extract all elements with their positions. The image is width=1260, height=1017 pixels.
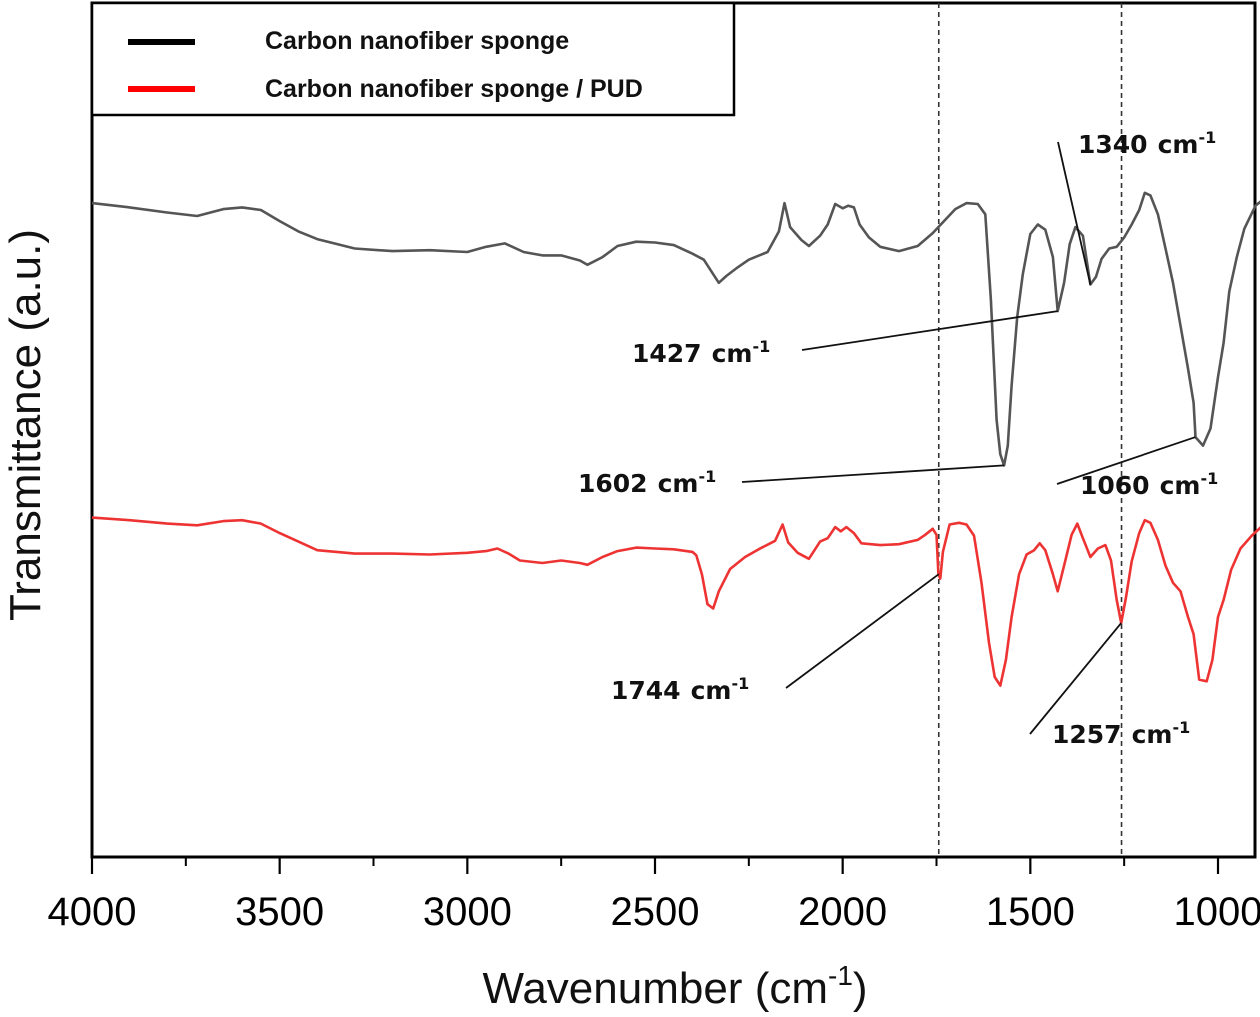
annotation-label-1602: 1602 cm-1 (578, 467, 716, 498)
x-axis-ticks: 4000350030002500200015001000500 (48, 857, 1260, 934)
annotation-leaders (741, 141, 1196, 735)
x-tick-label-4000: 4000 (48, 890, 137, 934)
annotation-label-1340: 1340 cm-1 (1078, 128, 1216, 159)
legend: Carbon nanofiber sponge Carbon nanofiber… (90, 1, 736, 117)
leader-line-1602 (741, 464, 1005, 483)
leader-line-1340 (1057, 141, 1092, 285)
x-tick-label-2000: 2000 (798, 890, 887, 934)
x-tick-label-3000: 3000 (423, 890, 512, 934)
y-axis-title: Transmittance (a.u.) (1, 229, 50, 621)
series-group (91, 191, 1260, 687)
plot-frame (90, 1, 1257, 859)
annotation-label-1257: 1257 cm-1 (1052, 718, 1190, 749)
series-line-carbon-nanofiber-sponge (91, 191, 1260, 467)
annotation-label-1060: 1060 cm-1 (1080, 469, 1218, 500)
legend-label-carbon-nanofiber-sponge-pud: Carbon nanofiber sponge / PUD (265, 75, 643, 103)
annotation-label-1744: 1744 cm-1 (611, 674, 749, 705)
leader-line-1744 (785, 573, 940, 689)
reference-lines (937, 3, 1123, 857)
legend-box (90, 1, 736, 117)
leader-line-1427 (801, 310, 1058, 351)
annotation-label-1427: 1427 cm-1 (632, 337, 770, 368)
series-line-carbon-nanofiber-sponge-pud (91, 516, 1260, 687)
x-tick-label-1000: 1000 (1174, 890, 1260, 934)
legend-label-carbon-nanofiber-sponge: Carbon nanofiber sponge (265, 27, 569, 55)
x-tick-label-1500: 1500 (986, 890, 1075, 934)
x-tick-label-2500: 2500 (611, 890, 700, 934)
x-axis-title: Wavenumber (cm-1) (482, 960, 867, 1013)
leader-line-1060 (1056, 436, 1196, 485)
x-tick-label-3500: 3500 (235, 890, 324, 934)
leader-line-1257 (1029, 622, 1122, 735)
